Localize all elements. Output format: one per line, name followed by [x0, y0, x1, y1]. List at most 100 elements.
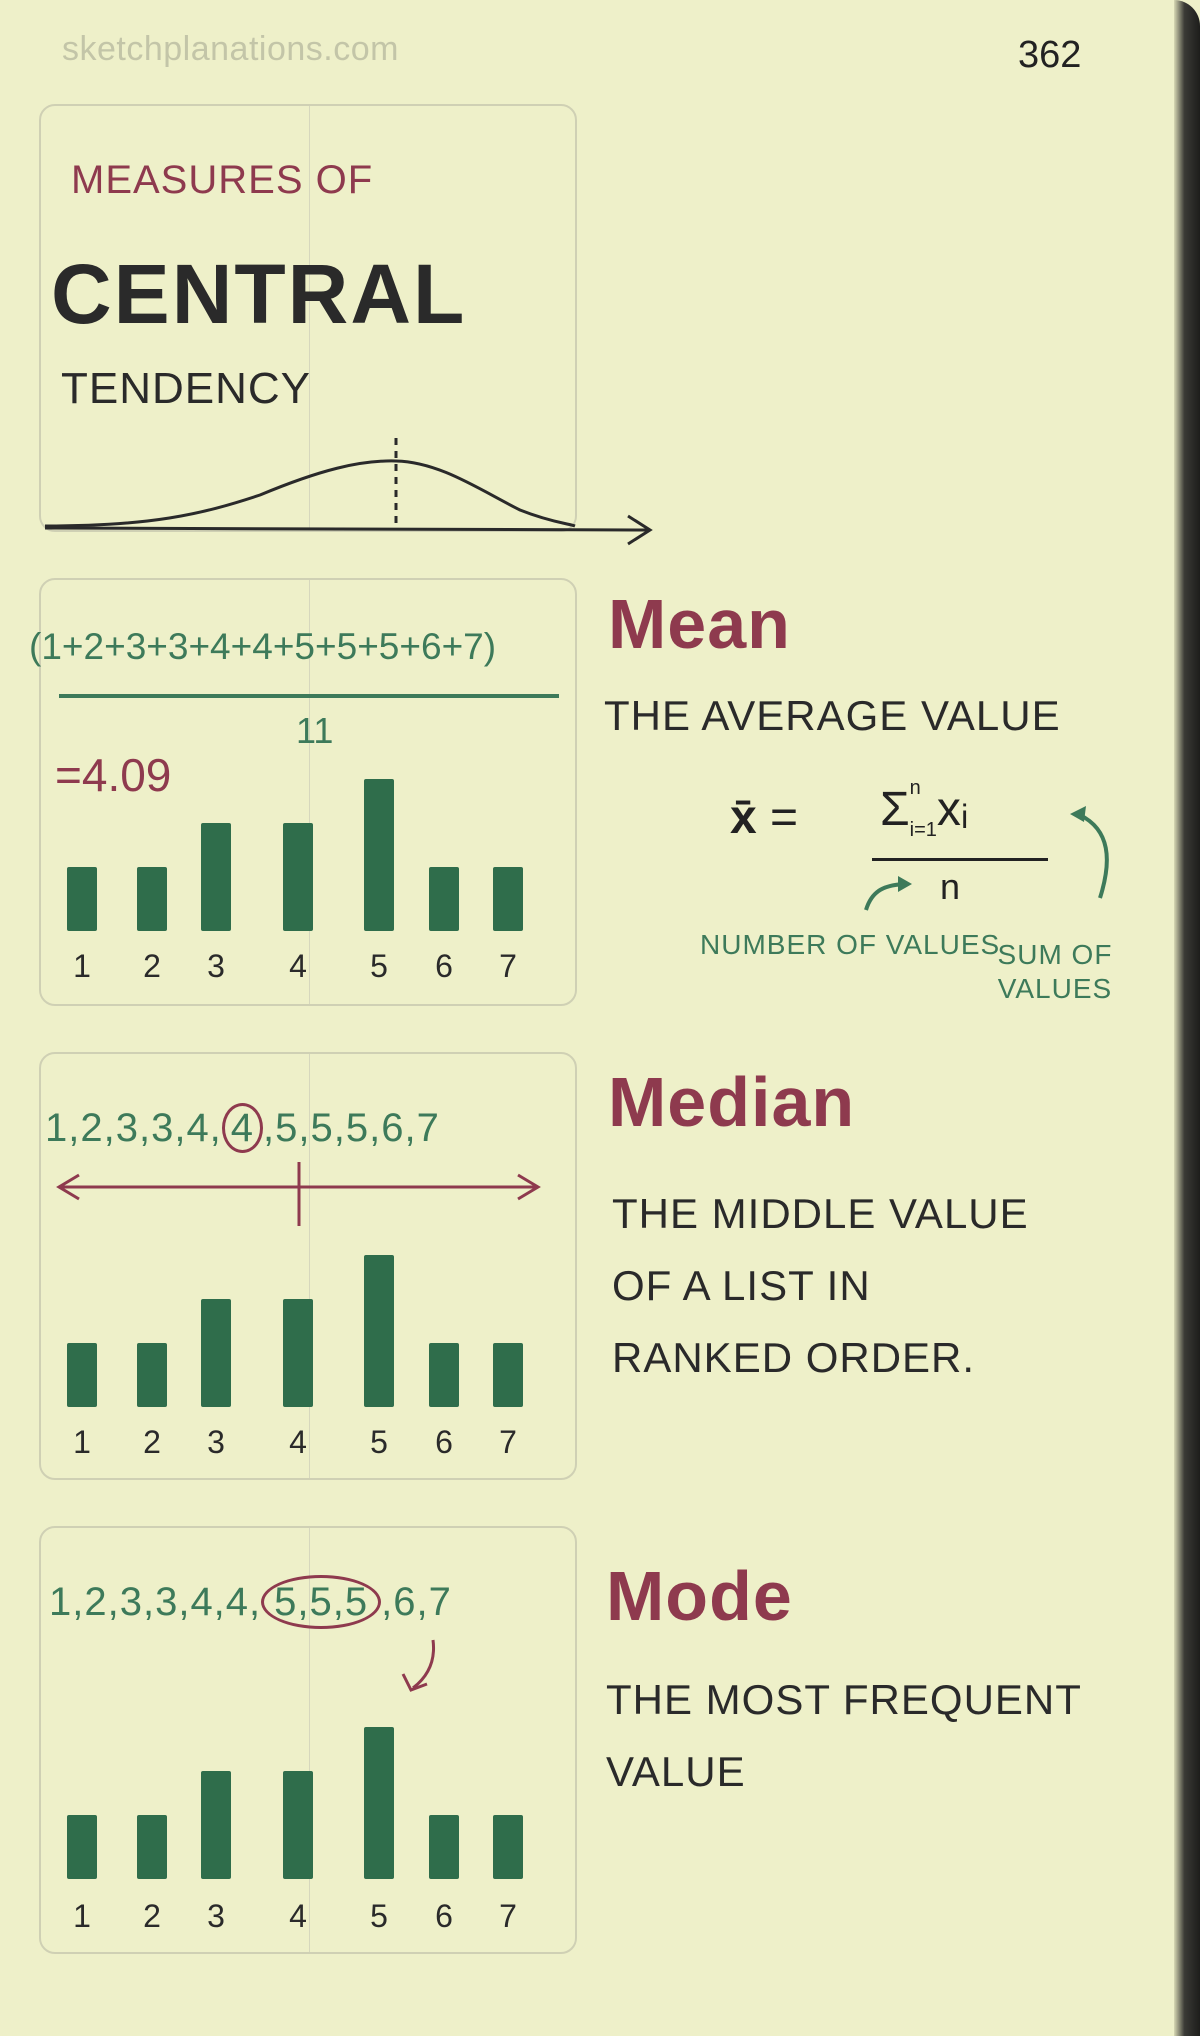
x-axis: [44, 526, 649, 532]
bar-1: [67, 1815, 97, 1879]
bar-5: [364, 779, 394, 931]
mean-numerator: (1+2+3+3+4+4+5+5+5+6+7): [29, 626, 497, 667]
x-i: xᵢ: [936, 783, 969, 836]
tick-label-4: 4: [289, 948, 307, 984]
tick-label-2: 2: [143, 948, 161, 984]
bar-3: [201, 1771, 231, 1879]
bar-4: [283, 1299, 313, 1407]
distribution-curve: [44, 438, 653, 546]
sigma-upper: n: [909, 777, 921, 799]
bar-2: [137, 867, 167, 931]
sum-arrow-icon: [1079, 813, 1109, 899]
sequence-before: 1,2,3,3,4,: [45, 1106, 222, 1150]
tick-label-3: 3: [207, 948, 225, 984]
x-bar: x̄: [730, 791, 757, 844]
tick-label-4: 4: [289, 1898, 307, 1934]
tick-label-4: 4: [289, 1424, 307, 1460]
mode-desc-line: THE MOST FREQUENT: [606, 1676, 1082, 1723]
sequence-before: 1,2,3,3,4,4,: [49, 1580, 262, 1624]
watermark: sketchplanations.com: [62, 30, 399, 68]
median-arrow: [56, 1162, 541, 1226]
bar-4: [283, 823, 313, 931]
page-number: 362: [1018, 34, 1082, 76]
panel-fold: [309, 1528, 310, 1952]
bar-5: [364, 1727, 394, 1879]
formula-denominator: n: [940, 866, 961, 907]
sequence-after: ,6,7: [381, 1580, 452, 1624]
bar-7: [493, 1815, 523, 1879]
bar-7: [493, 867, 523, 931]
mode-title: Mode: [606, 1557, 793, 1635]
median-description: THE MIDDLE VALUE OF A LIST IN RANKED ORD…: [612, 1178, 1029, 1394]
label-sum-of-values: SUM OF VALUES: [997, 939, 1113, 1004]
tick-label-7: 7: [499, 1424, 517, 1460]
bar-1: [67, 1343, 97, 1407]
formula-fraction-line: [872, 858, 1048, 861]
panel-fold: [309, 1054, 310, 1478]
mean-denominator: 11: [296, 710, 334, 751]
mode-arrow: [401, 1639, 436, 1692]
tick-label-1: 1: [73, 1424, 91, 1460]
tick-label-1: 1: [73, 1898, 91, 1934]
bar-6: [429, 1815, 459, 1879]
tick-label-6: 6: [435, 1898, 453, 1934]
tick-label-6: 6: [435, 948, 453, 984]
mean-panel: (1+2+3+3+4+4+5+5+5+6+7) 11 =4.09 1 2 3 4 5 6 7: [29, 578, 577, 1006]
panel-fold: [309, 580, 310, 1004]
median-title: Median: [608, 1063, 856, 1141]
bar-3: [201, 823, 231, 931]
bar-1: [67, 867, 97, 931]
bar-6: [429, 867, 459, 931]
tick-label-3: 3: [207, 1898, 225, 1934]
arrow-right-icon: [517, 1173, 541, 1201]
bell-curve: [44, 459, 576, 528]
fraction-line: [59, 694, 559, 698]
tick-label-1: 1: [73, 948, 91, 984]
median-desc-line: THE MIDDLE VALUE: [612, 1190, 1029, 1237]
arrow-down-icon: [401, 1673, 428, 1692]
sigma-lower: i=1: [909, 819, 937, 841]
axis-arrow-icon: [627, 514, 653, 546]
bar-4: [283, 1771, 313, 1879]
notebook-edge: [1174, 0, 1200, 2036]
bar-5: [364, 1255, 394, 1407]
mean-formula: x̄ =: [730, 790, 798, 845]
tick-label-7: 7: [499, 1898, 517, 1934]
label-number-of-values: NUMBER OF VALUES: [700, 929, 1001, 960]
tick-label-7: 7: [499, 948, 517, 984]
tick-label-3: 3: [207, 1424, 225, 1460]
bar-2: [137, 1815, 167, 1879]
intro-line2: CENTRAL: [51, 247, 467, 341]
tick-label-5: 5: [370, 1898, 388, 1934]
equals-sign: =: [770, 791, 799, 844]
formula-arrows: [864, 806, 1109, 911]
intro-line1: MEASURES OF: [71, 158, 374, 202]
mode-description: THE MOST FREQUENT VALUE: [606, 1664, 1082, 1808]
formula-numerator: Σ n i=1 xᵢ: [880, 777, 969, 841]
intro-line3: TENDENCY: [61, 364, 312, 413]
tick-label-2: 2: [143, 1424, 161, 1460]
median-highlight: 4: [221, 1103, 264, 1153]
tick-label-2: 2: [143, 1898, 161, 1934]
sequence-after: ,5,5,5,6,7: [263, 1106, 440, 1150]
bar-3: [201, 1299, 231, 1407]
bar-7: [493, 1343, 523, 1407]
arrow-left-icon: [56, 1173, 80, 1201]
mode-highlight: 5,5,5: [261, 1575, 382, 1629]
tick-label-6: 6: [435, 1424, 453, 1460]
mean-title: Mean: [608, 585, 791, 663]
panel-fold: [309, 106, 310, 530]
median-sequence: 1,2,3,3,4, 4,5,5,5,6,7: [45, 1103, 440, 1153]
mode-desc-line: VALUE: [606, 1748, 746, 1795]
tick-label-5: 5: [370, 948, 388, 984]
bar-6: [429, 1343, 459, 1407]
median-desc-line: OF A LIST IN: [612, 1262, 871, 1309]
tick-label-5: 5: [370, 1424, 388, 1460]
sigma-icon: Σ: [880, 783, 910, 836]
mean-result: =4.09: [55, 749, 172, 801]
mean-description: THE AVERAGE VALUE: [604, 692, 1061, 739]
median-desc-line: RANKED ORDER.: [612, 1334, 976, 1381]
mode-panel: 1,2,3,3,4,4, 5,5,5,6,7 1 2 3 4 5 6 7: [39, 1526, 577, 1954]
intro-panel: MEASURES OF CENTRAL TENDENCY: [39, 104, 577, 532]
